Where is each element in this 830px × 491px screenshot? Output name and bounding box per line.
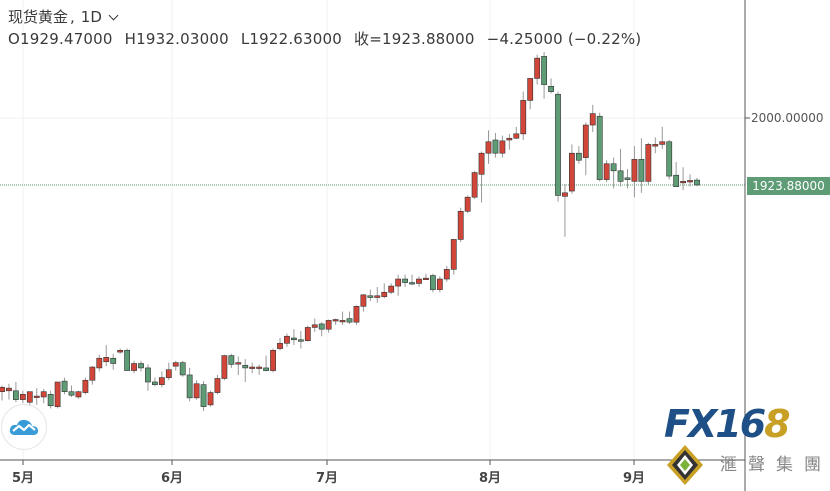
symbol-name: 现货黄金 [8, 8, 69, 26]
tradingview-logo-button[interactable] [1, 404, 47, 450]
chart-legend: 现货黄金, 1D O1929.47000 H1932.03000 L1922.6… [8, 6, 641, 50]
change-value: −4.25000 (−0.22%) [486, 30, 642, 48]
fx168-watermark: FX168 滙 聲 集 團 [660, 400, 830, 491]
separator: , [70, 8, 75, 26]
open-value: O1929.47000 [8, 30, 113, 48]
candles-group [0, 52, 700, 412]
low-value: L1922.63000 [240, 30, 343, 48]
close-value: 收=1923.88000 [354, 30, 475, 48]
last-price-badge: 1923.88000 [747, 177, 830, 195]
diamond-emblem-icon [667, 445, 703, 485]
cn-char-3: 集 [776, 455, 793, 475]
month-label-aug: 8月 [478, 471, 502, 486]
cloud-icon [9, 419, 38, 435]
month-ticks [22, 460, 635, 465]
symbol-row[interactable]: 现货黄金, 1D [8, 6, 641, 28]
cn-char-4: 團 [804, 455, 821, 475]
high-value: H1932.03000 [124, 30, 229, 48]
grid-lines [0, 0, 745, 460]
chevron-down-icon[interactable] [108, 10, 119, 20]
month-label-jul: 7月 [315, 471, 339, 486]
ohlc-row: O1929.47000 H1932.03000 L1922.63000 收=19… [8, 28, 641, 50]
cn-char-2: 聲 [748, 455, 765, 475]
month-label-jun: 6月 [160, 471, 184, 486]
month-label-sep: 9月 [622, 471, 646, 486]
cn-char-1: 滙 [720, 455, 737, 475]
brand-logo-text: FX168 [664, 402, 791, 446]
interval-label[interactable]: 1D [80, 8, 102, 26]
month-label-may: 5月 [11, 471, 35, 486]
price-tick-2000: 2000.00000 [751, 111, 824, 125]
